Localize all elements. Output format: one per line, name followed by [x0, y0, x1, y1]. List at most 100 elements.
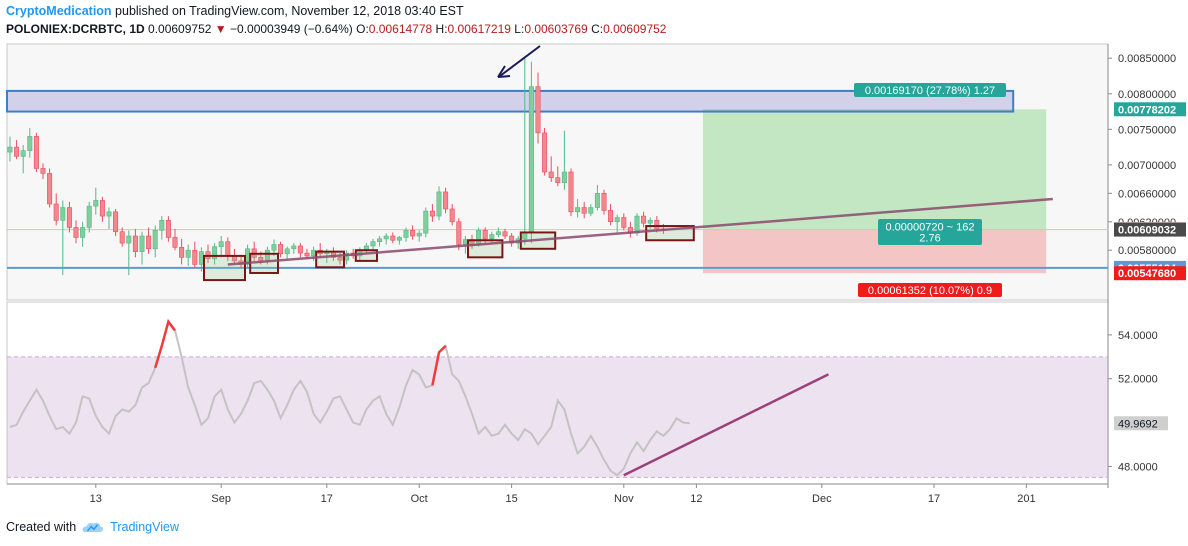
candle-body	[47, 173, 53, 205]
candle-body	[271, 244, 277, 251]
candle-body	[390, 235, 396, 241]
candle-body	[126, 235, 132, 244]
arrow-annotation-icon	[499, 45, 541, 77]
candle-body	[80, 227, 86, 238]
candle-body	[7, 146, 13, 153]
price-tick-label: 0.00700000	[1118, 160, 1176, 172]
candle-body	[86, 205, 92, 228]
candle-body	[20, 150, 26, 157]
high-label: H:	[435, 22, 448, 36]
price-tick-label: 0.00660000	[1118, 188, 1176, 200]
arrow-head-icon	[497, 65, 511, 78]
candle-body	[456, 221, 462, 245]
candle-body	[383, 235, 389, 240]
candle-body	[284, 248, 290, 255]
position-stop-label: 0.00061352 (10.07%) 0.9	[868, 285, 992, 297]
candle-body	[443, 191, 449, 210]
candle-body	[575, 207, 581, 213]
candle-body	[449, 208, 455, 223]
publish-header: CryptoMedication published on TradingVie…	[6, 4, 464, 18]
candle-body	[119, 231, 125, 244]
rsi-overbought-segment	[431, 345, 447, 386]
rsi-last-value-tag: 49.9692	[1118, 418, 1158, 430]
published-text: published on TradingView.com, November 1…	[115, 4, 464, 18]
open-value: 0.00614778	[368, 22, 433, 36]
candle-body	[647, 220, 653, 224]
ohlc-legend: POLONIEX:DCRBTC, 1D 0.00609752 ▼ −0.0000…	[6, 22, 666, 36]
candle-body	[377, 238, 383, 242]
close-label: C:	[591, 22, 604, 36]
candle-body	[172, 237, 178, 248]
candle-body	[548, 171, 554, 178]
candle-body	[502, 231, 508, 237]
rsi-line	[9, 319, 690, 477]
close-value: 0.00609752	[603, 22, 667, 36]
time-tick-label: 12	[690, 493, 702, 505]
symbol-label[interactable]: POLONIEX:DCRBTC, 1D	[6, 22, 145, 36]
candle-body	[535, 86, 541, 134]
candle-body	[106, 211, 112, 217]
rsi-last-value-bg	[1114, 416, 1168, 431]
candle-body	[311, 249, 317, 257]
rsi-overbought-segment	[154, 318, 176, 369]
candle-body	[159, 220, 165, 231]
candle-body	[489, 234, 495, 240]
time-tick-label: 201	[1017, 493, 1035, 505]
candle-body	[198, 251, 204, 265]
low-value: 0.00603769	[524, 22, 588, 36]
candle-body	[634, 215, 640, 234]
rsi-tick-label: 54.0000	[1118, 330, 1158, 342]
position-target-label: 0.00169170 (27.78%) 1.27	[865, 85, 995, 97]
price-tag: 0.00547680	[1118, 268, 1176, 280]
candle-body	[152, 230, 158, 250]
candle-body	[588, 207, 594, 214]
footer: Created with TradingView	[6, 520, 179, 534]
price-tick-label: 0.00580000	[1118, 245, 1176, 257]
long-position-stop-zone	[703, 229, 1047, 274]
rsi-tick-label: 48.0000	[1118, 461, 1158, 473]
candle-body	[568, 171, 574, 213]
tradingview-brand-link[interactable]: TradingView	[110, 520, 179, 534]
highlight-box	[203, 254, 246, 282]
time-tick-label: Sep	[211, 493, 231, 505]
price-change: −0.00003949 (−0.64%)	[230, 22, 353, 36]
candle-body	[297, 245, 303, 254]
candle-body	[337, 257, 343, 261]
candle-body	[581, 207, 587, 214]
candle-body	[614, 217, 620, 223]
candle-body	[165, 220, 171, 238]
time-tick-label: 13	[90, 493, 102, 505]
position-center-label: 0.00000720 ~ 162	[885, 222, 974, 234]
rsi-band	[7, 356, 1108, 478]
candle-body	[396, 237, 402, 241]
time-tick-label: 15	[505, 493, 517, 505]
candle-body	[192, 249, 198, 265]
candle-body	[73, 227, 79, 238]
candle-body	[33, 136, 39, 169]
rsi-trendline	[623, 373, 829, 477]
created-with-text: Created with	[6, 520, 77, 534]
candle-body	[304, 252, 310, 257]
candle-body	[14, 146, 20, 157]
position-center-label-bg	[878, 219, 982, 245]
author-link[interactable]: CryptoMedication	[6, 4, 112, 18]
price-tag-bg	[1114, 102, 1186, 117]
candle-body	[66, 207, 72, 228]
candle-body	[139, 235, 145, 252]
candle-body	[60, 207, 66, 221]
candle-body	[185, 249, 191, 258]
highlight-box	[315, 250, 346, 269]
candle-body	[416, 232, 422, 237]
time-tick-label: Oct	[411, 493, 428, 505]
time-tick-label: 17	[928, 493, 940, 505]
candle-body	[370, 241, 376, 247]
candle-body	[212, 246, 218, 260]
candle-body	[641, 215, 647, 224]
price-tick-label: 0.00750000	[1118, 124, 1176, 136]
low-label: L:	[514, 22, 525, 36]
candle-body	[561, 171, 567, 183]
rsi-tick-label: 52.0000	[1118, 374, 1158, 386]
candle-body	[594, 193, 600, 208]
candle-body	[132, 235, 138, 252]
